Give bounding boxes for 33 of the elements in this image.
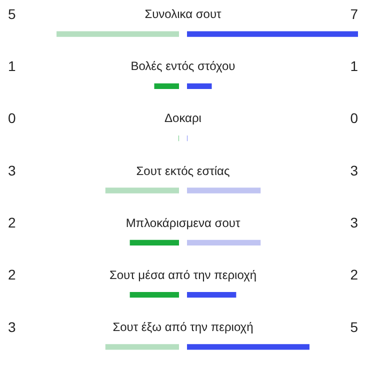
data-label: 0 (350, 110, 358, 126)
data-label: 2 (8, 214, 16, 230)
data-label: 1 (350, 58, 358, 74)
data-label: 1 (8, 58, 16, 74)
bar (187, 31, 358, 37)
data-label: 3 (8, 318, 16, 335)
data-label: 2 (8, 266, 16, 283)
bar (187, 344, 310, 350)
category-label: Σουτ εκτός εστίας (136, 164, 230, 178)
category-label: Συνολικα σουτ (144, 7, 222, 22)
category-label: Μπλοκάρισμενα σουτ (126, 216, 240, 230)
data-label: 7 (350, 6, 358, 22)
bar (56, 31, 179, 37)
bar (154, 83, 179, 90)
category-label: Βολές εντός στόχου (130, 59, 236, 74)
data-label: 2 (350, 266, 358, 283)
bar (187, 240, 261, 246)
data-label: 3 (350, 214, 358, 230)
bar (130, 240, 179, 246)
bar (187, 188, 261, 194)
data-label: 0 (8, 110, 16, 126)
bar (130, 292, 179, 298)
data-label: 3 (350, 162, 358, 178)
data-label: 5 (8, 6, 16, 22)
category-label: Σουτ έξω από την περιοχή (112, 320, 254, 334)
data-label: 5 (350, 318, 358, 335)
category-label: Σουτ μέσα από την περιοχή (109, 268, 257, 282)
bar (187, 292, 236, 298)
bar (105, 188, 179, 194)
bar (187, 83, 212, 90)
data-label: 3 (8, 162, 16, 178)
category-label: Δοκαρι (164, 111, 202, 126)
bar (105, 344, 179, 350)
